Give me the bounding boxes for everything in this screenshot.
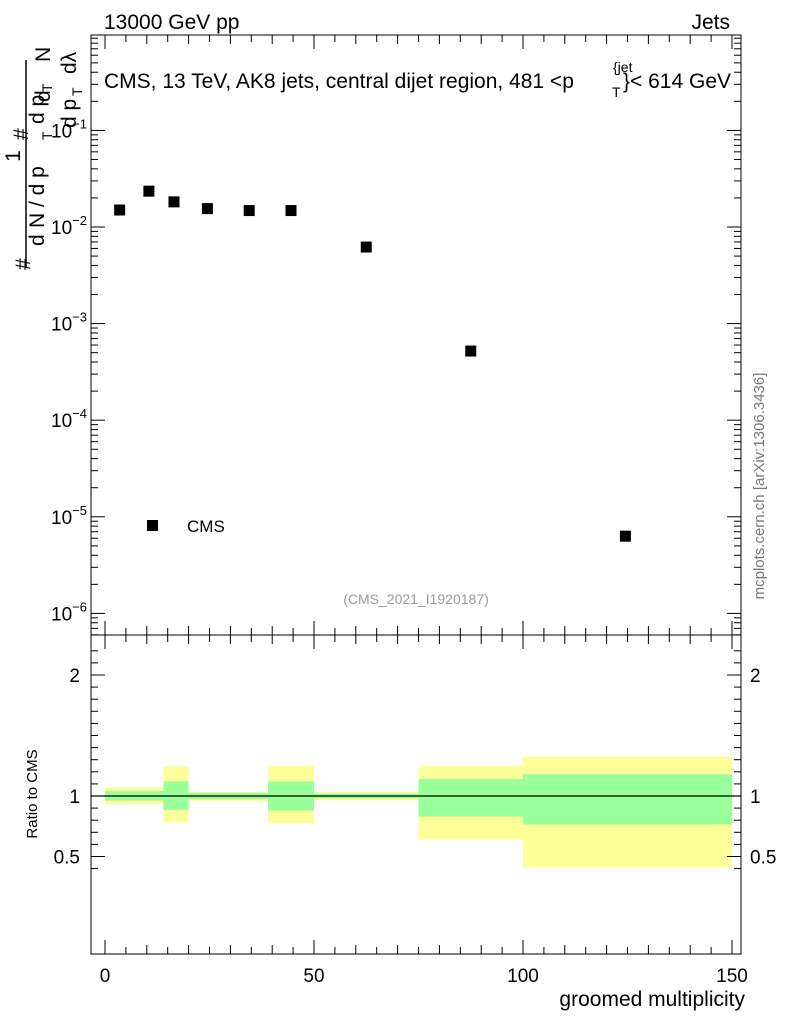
legend-marker (147, 520, 158, 531)
ylabel-mid-dp: d p (26, 95, 49, 124)
y-tick-label-3: 10−3 (51, 310, 87, 336)
plot-title-main: CMS, 13 TeV, AK8 jets, central dijet reg… (104, 70, 574, 93)
x-axis-label: groomed multiplicity (559, 988, 745, 1011)
ylabel-bot-sub: T (69, 87, 85, 96)
y-tick-label-1: 10−5 (51, 503, 87, 529)
analysis-id-label: (CMS_2021_I1920187) (343, 591, 489, 607)
ratio-y-tick-label-left-1: 1 (69, 787, 80, 808)
ylabel-bot-dp: d p (58, 99, 81, 128)
legend-label: CMS (187, 517, 225, 536)
ratio-y-axis-label: Ratio to CMS (24, 749, 41, 838)
ratio-stat-band-5 (418, 779, 523, 817)
data-point-4 (243, 205, 255, 217)
x-tick-label-1: 50 (303, 966, 324, 987)
main-x-ticks: 0 50 100 150 (100, 35, 748, 987)
ylabel-den-rest: N / d p (26, 166, 49, 228)
y-tick-label-0: 10−6 (51, 599, 87, 625)
mcplots-side-label: mcplots.cern.ch [arXiv:1306.3436] (751, 373, 768, 600)
header-energy-label: 13000 GeV pp (104, 11, 239, 34)
main-y-axis-label: # 1 d N / d p T # d p T d N (2, 47, 85, 270)
ylabel-hash-mid: # (10, 128, 33, 140)
ylabel-hash-left: # (12, 258, 35, 270)
ratio-stat-band-6 (523, 774, 732, 825)
data-point-1 (143, 185, 155, 197)
ratio-plot-frame (90, 634, 742, 955)
data-point-3 (201, 203, 213, 215)
data-points (114, 185, 631, 542)
ylabel-bot-dlambda: dλ (58, 51, 81, 74)
ratio-y-tick-label-left-0: 0.5 (54, 848, 80, 869)
data-point-7 (465, 345, 477, 357)
ylabel-mid-sub: T (39, 83, 55, 92)
plot-title: CMS, 13 TeV, AK8 jets, central dijet reg… (104, 59, 731, 100)
x-tick-label-2: 100 (507, 966, 539, 987)
ratio-y-tick-label-right-2: 2 (750, 666, 761, 687)
y-tick-label-4: 10−2 (51, 213, 87, 239)
ylabel-den-sub: T (39, 131, 55, 140)
main-plot-frame (90, 34, 742, 636)
main-y-ticks: 10−6 10−5 10−4 10−3 10−2 10−1 (51, 37, 741, 636)
data-point-2 (168, 196, 180, 208)
y-tick-label-5: 10−1 (51, 116, 87, 142)
ratio-y-tick-label-right-1: 1 (750, 787, 761, 808)
x-tick-label-3: 150 (716, 966, 748, 987)
plot-title-sup: {jet (613, 59, 633, 75)
ylabel-top-d: d (32, 90, 55, 102)
ylabel-numerator-1: 1 (2, 150, 25, 162)
data-point-5 (285, 205, 297, 217)
ratio-y-tick-label-left-2: 2 (69, 666, 80, 687)
plot-title-sub: T (612, 84, 621, 100)
ratio-y-tick-label-right-0: 0.5 (750, 848, 776, 869)
data-point-8 (619, 530, 631, 542)
ylabel-den-d: d (26, 234, 49, 246)
data-point-0 (114, 204, 126, 216)
data-point-6 (360, 241, 372, 253)
header-jets-label: Jets (691, 11, 730, 34)
ratio-ticks: 0.5 0.5 1 1 2 2 (54, 650, 776, 870)
plot-title-end: }< 614 GeV (623, 70, 731, 93)
y-tick-label-2: 10−4 (51, 406, 87, 432)
ratio-bands (105, 756, 732, 868)
x-tick-label-0: 0 (100, 966, 111, 987)
ylabel-top-N: N (32, 47, 55, 62)
